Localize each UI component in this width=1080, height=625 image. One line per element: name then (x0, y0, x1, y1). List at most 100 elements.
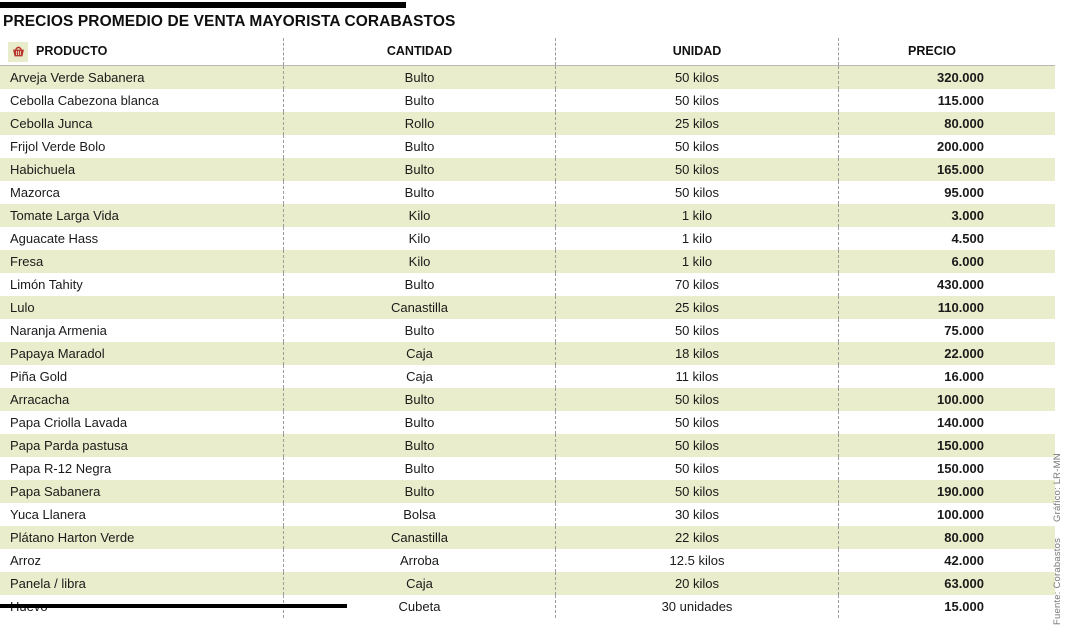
cell-cantidad: Bulto (283, 158, 555, 181)
cell-producto: Papa R-12 Negra (10, 461, 112, 476)
page-title: PRECIOS PROMEDIO DE VENTA MAYORISTA CORA… (3, 13, 456, 30)
table-body: Arveja Verde Sabanera Bulto 50 kilos 320.00… (0, 66, 1055, 618)
cell-precio: 430.000 (838, 273, 1055, 296)
cell-cantidad: Bulto (283, 181, 555, 204)
table-row: Arroz Arroba 12.5 kilos 42.000 (0, 549, 1055, 572)
cell-unidad: 50 kilos (555, 158, 838, 181)
column-header-producto: PRODUCTO (0, 38, 283, 65)
table-row: Yuca Llanera Bolsa 30 kilos 100.000 (0, 503, 1055, 526)
cell-cantidad: Bulto (283, 66, 555, 89)
credit-fuente: Fuente: Corabastos (1052, 537, 1063, 625)
cell-producto: Cebolla Junca (10, 116, 93, 131)
cell-producto: Naranja Armenia (10, 323, 107, 338)
cell-cantidad: Kilo (283, 250, 555, 273)
cell-unidad: 11 kilos (555, 365, 838, 388)
cell-precio: 150.000 (838, 457, 1055, 480)
cell-cantidad: Bulto (283, 388, 555, 411)
cell-unidad: 30 kilos (555, 503, 838, 526)
cell-precio: 80.000 (838, 112, 1055, 135)
table-row: Papa Sabanera Bulto 50 kilos 190.000 (0, 480, 1055, 503)
cell-unidad: 22 kilos (555, 526, 838, 549)
cell-cantidad: Kilo (283, 204, 555, 227)
cell-precio: 6.000 (838, 250, 1055, 273)
cell-cantidad: Bolsa (283, 503, 555, 526)
cell-producto: Plátano Harton Verde (10, 530, 135, 545)
table-row: Habichuela Bulto 50 kilos 165.000 (0, 158, 1055, 181)
cell-producto: Limón Tahity (10, 277, 83, 292)
cell-unidad: 12.5 kilos (555, 549, 838, 572)
credit-grafico: Gráfico: LR-MN (1052, 453, 1063, 522)
column-header-precio: PRECIO (838, 38, 1055, 65)
cell-producto: Arracacha (10, 392, 70, 407)
table-row: Piña Gold Caja 11 kilos 16.000 (0, 365, 1055, 388)
table-row: Arracacha Bulto 50 kilos 100.000 (0, 388, 1055, 411)
table-row: Frijol Verde Bolo Bulto 50 kilos 200.000 (0, 135, 1055, 158)
cell-cantidad: Arroba (283, 549, 555, 572)
cell-cantidad: Caja (283, 342, 555, 365)
table-row: Lulo Canastilla 25 kilos 110.000 (0, 296, 1055, 319)
cell-unidad: 50 kilos (555, 457, 838, 480)
cell-producto: Panela / libra (10, 576, 86, 591)
cell-precio: 75.000 (838, 319, 1055, 342)
cell-producto: Papa Parda pastusa (10, 438, 128, 453)
cell-precio: 115.000 (838, 89, 1055, 112)
cell-cantidad: Rollo (283, 112, 555, 135)
cell-unidad: 18 kilos (555, 342, 838, 365)
cell-unidad: 50 kilos (555, 480, 838, 503)
cell-precio: 42.000 (838, 549, 1055, 572)
cell-producto: Mazorca (10, 185, 60, 200)
column-header-producto-label: PRODUCTO (36, 44, 108, 58)
table-header-row: PRODUCTO CANTIDAD UNIDAD PRECIO (0, 38, 1055, 66)
cell-cantidad: Bulto (283, 434, 555, 457)
cell-precio: 95.000 (838, 181, 1055, 204)
cell-precio: 150.000 (838, 434, 1055, 457)
bottom-rule (0, 604, 347, 608)
cell-producto: Papa Criolla Lavada (10, 415, 128, 430)
cell-precio: 3.000 (838, 204, 1055, 227)
cell-unidad: 50 kilos (555, 434, 838, 457)
cell-cantidad: Bulto (283, 273, 555, 296)
cell-producto: Papa Sabanera (10, 484, 101, 499)
cell-precio: 22.000 (838, 342, 1055, 365)
cell-producto: Fresa (10, 254, 44, 269)
table-row: Panela / libra Caja 20 kilos 63.000 (0, 572, 1055, 595)
cell-producto: Lulo (10, 300, 35, 315)
table-row: Naranja Armenia Bulto 50 kilos 75.000 (0, 319, 1055, 342)
cell-precio: 140.000 (838, 411, 1055, 434)
table-row: Aguacate Hass Kilo 1 kilo 4.500 (0, 227, 1055, 250)
cell-unidad: 50 kilos (555, 388, 838, 411)
basket-icon (8, 41, 28, 62)
cell-producto: Aguacate Hass (10, 231, 99, 246)
cell-unidad: 50 kilos (555, 66, 838, 89)
cell-producto: Arveja Verde Sabanera (10, 70, 145, 85)
cell-unidad: 1 kilo (555, 204, 838, 227)
cell-cantidad: Caja (283, 572, 555, 595)
table-row: Plátano Harton Verde Canastilla 22 kilos 80… (0, 526, 1055, 549)
cell-cantidad: Bulto (283, 89, 555, 112)
cell-producto: Frijol Verde Bolo (10, 139, 106, 154)
cell-unidad: 20 kilos (555, 572, 838, 595)
cell-cantidad: Bulto (283, 411, 555, 434)
cell-unidad: 25 kilos (555, 296, 838, 319)
cell-producto: Yuca Llanera (10, 507, 86, 522)
table-row: Arveja Verde Sabanera Bulto 50 kilos 320.00… (0, 66, 1055, 89)
cell-producto: Arroz (10, 553, 42, 568)
cell-precio: 200.000 (838, 135, 1055, 158)
table-row: Papa Parda pastusa Bulto 50 kilos 150.000 (0, 434, 1055, 457)
cell-unidad: 1 kilo (555, 227, 838, 250)
cell-unidad: 50 kilos (555, 181, 838, 204)
table-row: Papaya Maradol Caja 18 kilos 22.000 (0, 342, 1055, 365)
cell-precio: 63.000 (838, 572, 1055, 595)
cell-producto: Cebolla Cabezona blanca (10, 93, 159, 108)
table-row: Limón Tahity Bulto 70 kilos 430.000 (0, 273, 1055, 296)
cell-producto: Papaya Maradol (10, 346, 105, 361)
cell-cantidad: Bulto (283, 135, 555, 158)
cell-precio: 15.000 (838, 595, 1055, 618)
cell-unidad: 30 unidades (555, 595, 838, 618)
cell-cantidad: Bulto (283, 457, 555, 480)
cell-precio: 320.000 (838, 66, 1055, 89)
cell-precio: 100.000 (838, 503, 1055, 526)
cell-unidad: 50 kilos (555, 135, 838, 158)
cell-cantidad: Bulto (283, 480, 555, 503)
cell-precio: 16.000 (838, 365, 1055, 388)
